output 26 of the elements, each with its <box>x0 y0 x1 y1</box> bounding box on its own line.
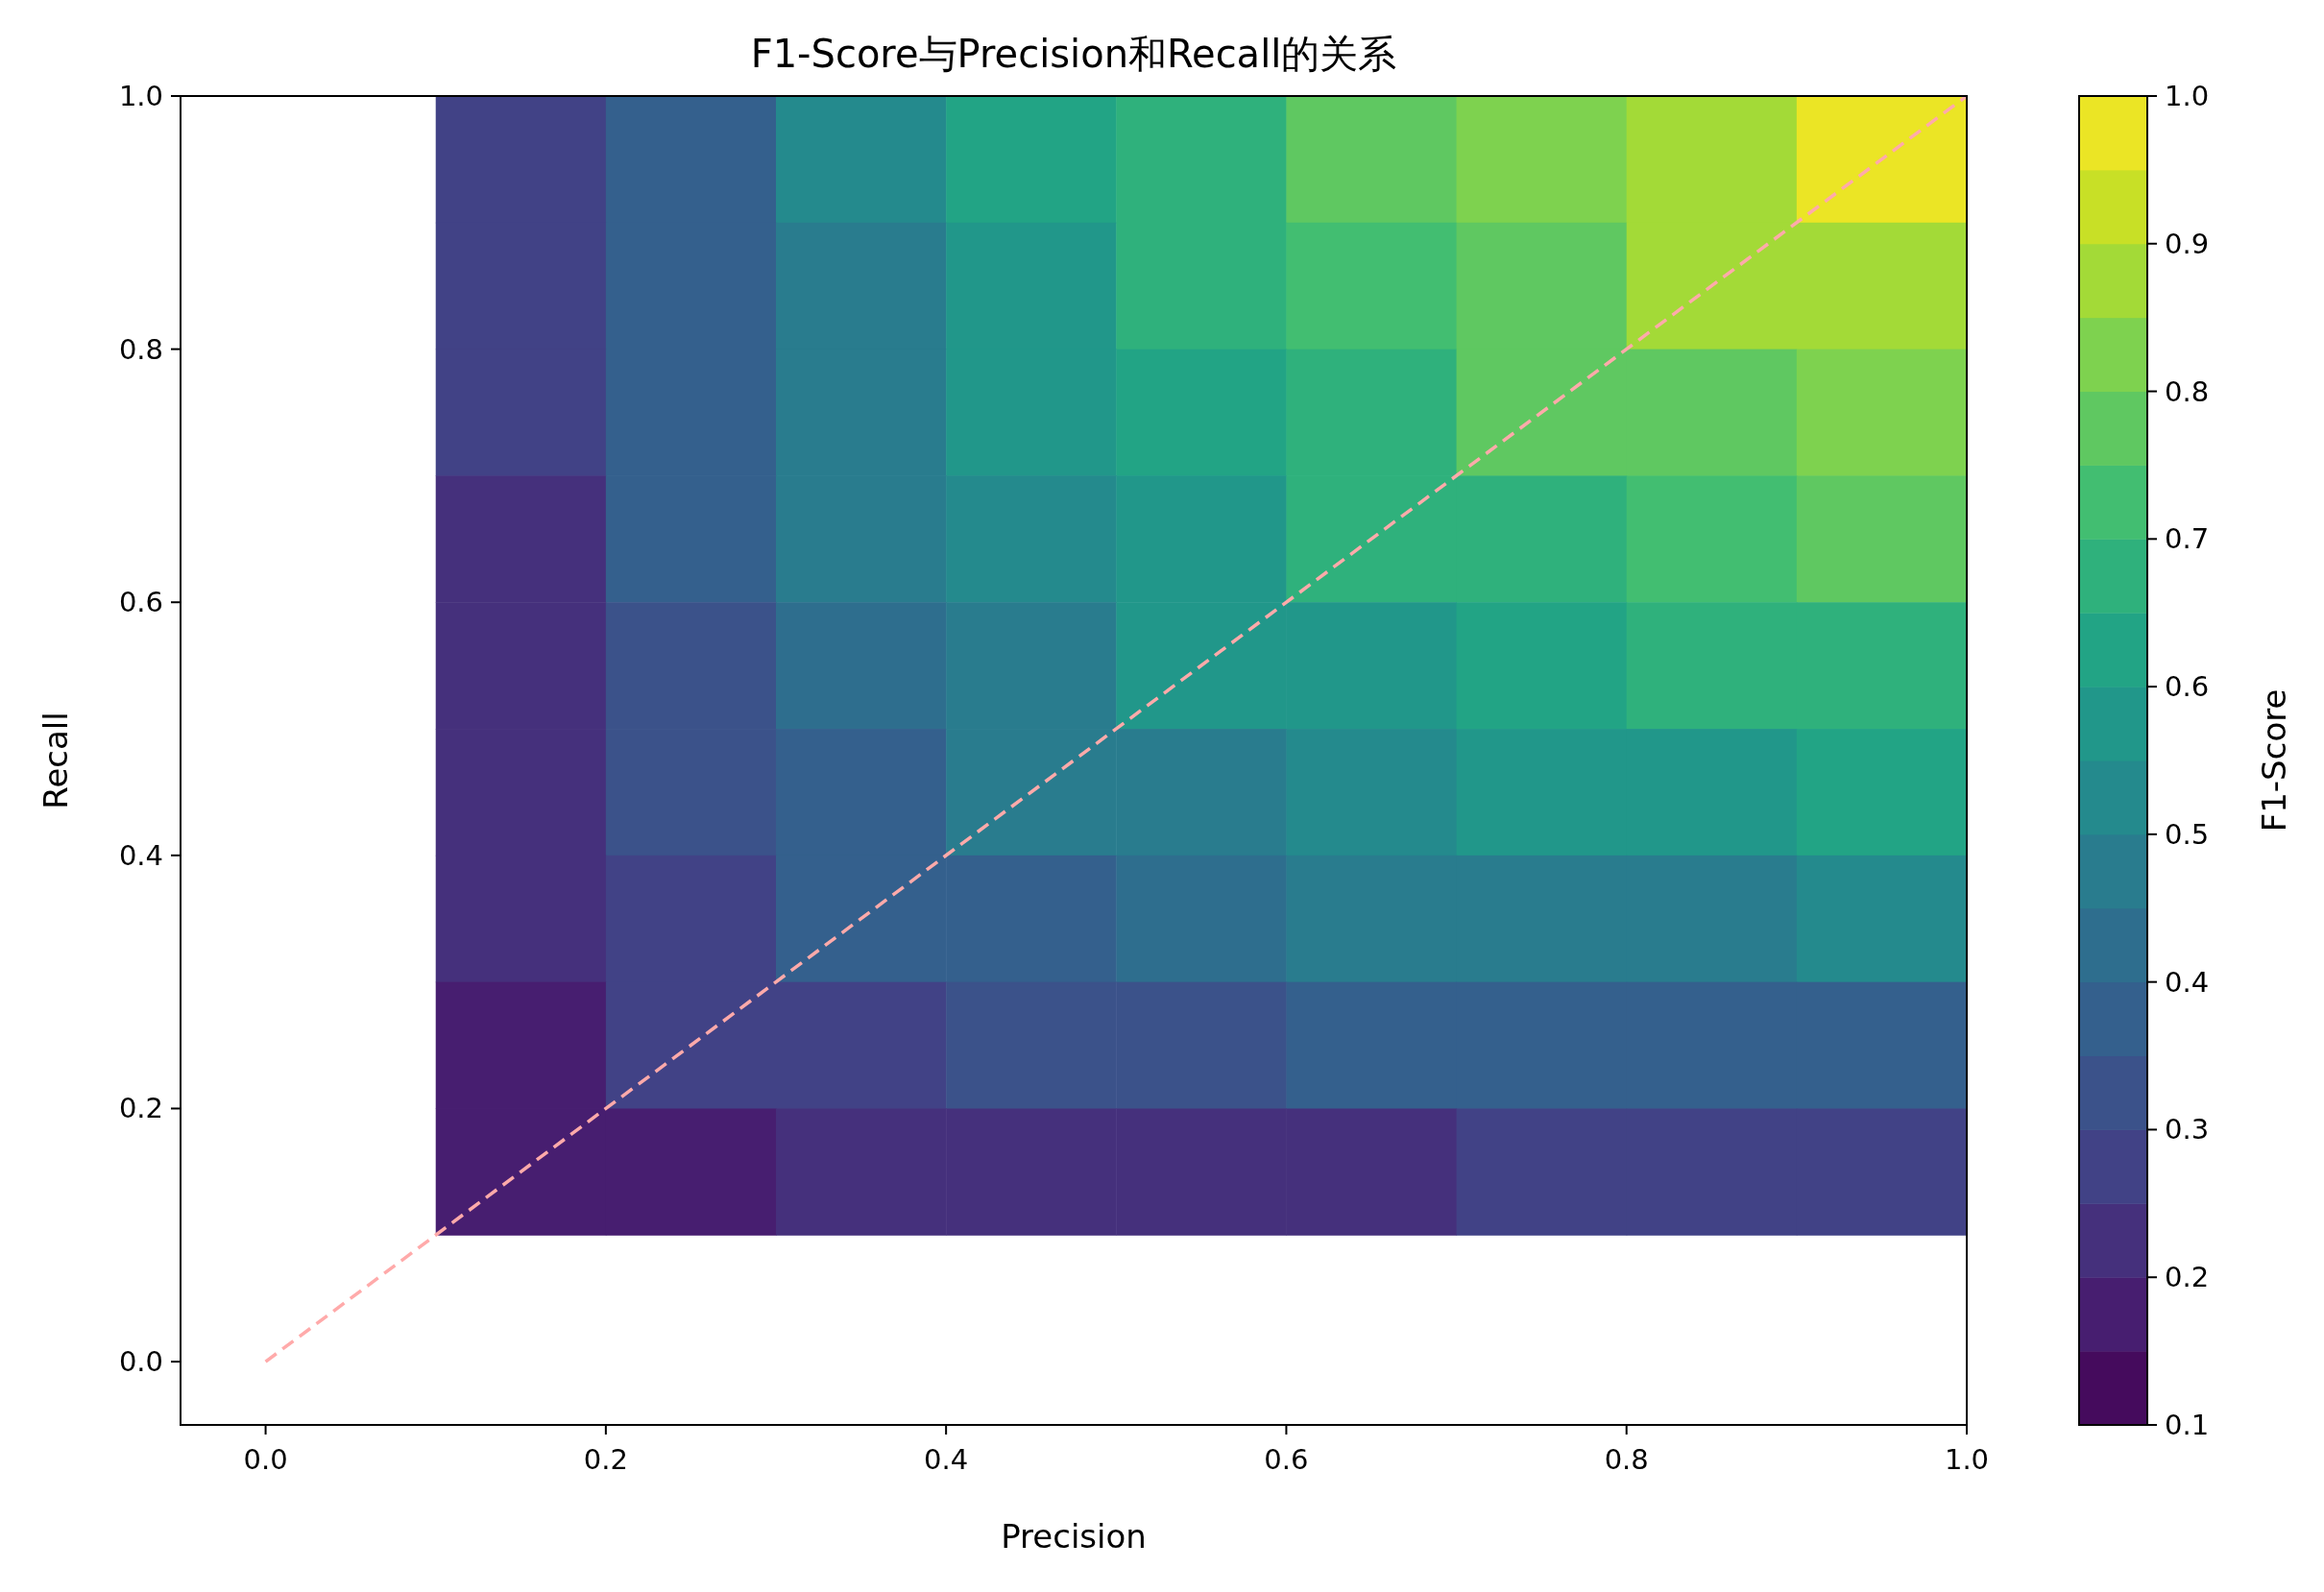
y-tick-label: 0.0 <box>118 1345 163 1379</box>
color-bar-label: 0.2 <box>2165 1261 2210 1294</box>
y-tick-label: 1.0 <box>118 80 163 112</box>
color-bar-title: F1-Score <box>2255 688 2293 832</box>
y-axis-title: Recall <box>36 712 75 809</box>
color-bar-label: 0.1 <box>2165 1409 2210 1441</box>
color-bar-label: 0.7 <box>2165 522 2210 556</box>
x-tick-label: 0.8 <box>1604 1443 1649 1476</box>
y-tick-label: 0.8 <box>118 332 163 366</box>
y-tick-label: 0.4 <box>118 838 163 872</box>
color-bar-label: 0.8 <box>2165 374 2210 408</box>
x-axis-title: Precision <box>1001 1517 1147 1556</box>
color-bar-label: 0.3 <box>2165 1113 2210 1146</box>
color-bar-label: 0.9 <box>2165 227 2210 260</box>
color-bar-label: 0.5 <box>2165 817 2210 851</box>
x-tick-label: 0.6 <box>1264 1443 1309 1476</box>
y-tick-label: 0.2 <box>118 1092 163 1125</box>
chart-title: F1-Score与Precision和Recall的关系 <box>750 32 1397 76</box>
color-bar-label: 1.0 <box>2165 80 2210 112</box>
x-tick-label: 1.0 <box>1944 1443 1990 1476</box>
x-tick-label: 0.4 <box>924 1443 969 1476</box>
x-tick-label: 0.0 <box>243 1443 288 1476</box>
color-bar-label: 0.6 <box>2165 670 2210 704</box>
y-tick-label: 0.6 <box>118 586 163 619</box>
color-bar-label: 0.4 <box>2165 965 2210 999</box>
x-tick-label: 0.2 <box>583 1443 628 1476</box>
